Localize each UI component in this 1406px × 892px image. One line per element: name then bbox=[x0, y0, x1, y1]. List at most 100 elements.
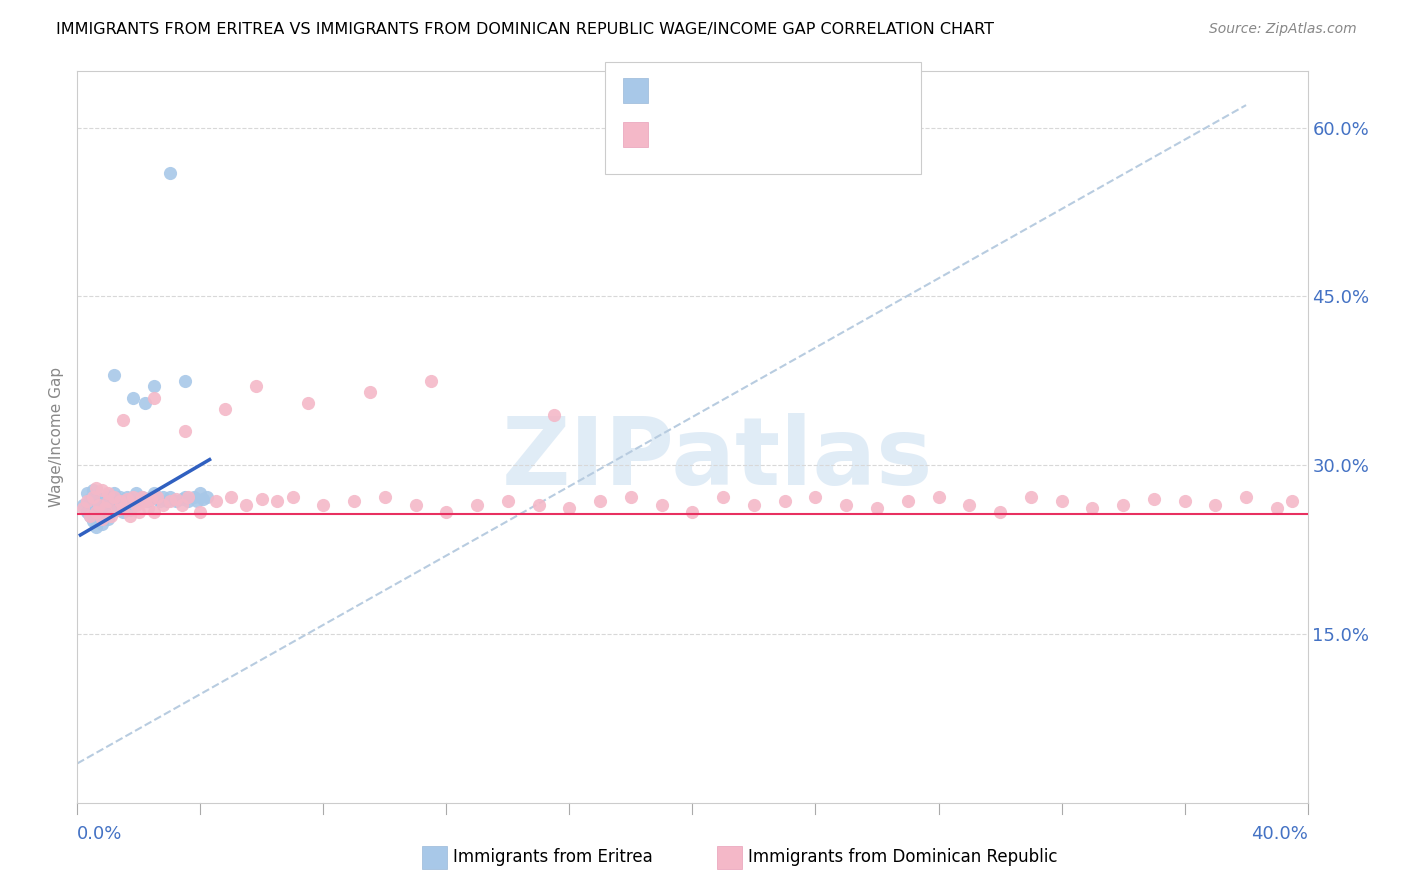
Point bbox=[177, 490, 200, 504]
Point bbox=[121, 490, 143, 504]
Point bbox=[174, 425, 197, 439]
Point bbox=[134, 491, 156, 506]
Point bbox=[112, 500, 135, 515]
Text: R =: R = bbox=[657, 81, 688, 99]
Point bbox=[76, 486, 98, 500]
Point bbox=[121, 391, 143, 405]
Point bbox=[183, 490, 205, 504]
Point bbox=[82, 494, 104, 508]
Point bbox=[682, 506, 704, 520]
Text: R =: R = bbox=[657, 126, 688, 144]
Y-axis label: Wage/Income Gap: Wage/Income Gap bbox=[49, 367, 65, 508]
Point bbox=[835, 498, 858, 512]
Point bbox=[170, 491, 193, 506]
Point bbox=[121, 494, 143, 508]
Point bbox=[214, 401, 236, 416]
Point bbox=[118, 508, 141, 523]
Point bbox=[742, 498, 765, 512]
Point bbox=[79, 500, 101, 515]
Point bbox=[281, 490, 304, 504]
Point bbox=[84, 506, 107, 520]
Point bbox=[143, 391, 166, 405]
Point bbox=[155, 494, 177, 508]
Point bbox=[97, 490, 120, 504]
Point bbox=[219, 490, 242, 504]
Text: ZIPatlas: ZIPatlas bbox=[502, 413, 932, 505]
Point bbox=[359, 385, 381, 400]
Point bbox=[773, 494, 796, 508]
Point bbox=[297, 396, 319, 410]
Point bbox=[82, 490, 104, 504]
Point bbox=[1234, 490, 1257, 504]
Point bbox=[558, 500, 581, 515]
Point bbox=[897, 494, 920, 508]
Point bbox=[128, 494, 150, 508]
Point bbox=[188, 486, 212, 500]
Point bbox=[343, 494, 366, 508]
Text: 0.0%: 0.0% bbox=[77, 825, 122, 843]
Point bbox=[146, 491, 169, 506]
Point bbox=[79, 508, 101, 523]
Point bbox=[82, 515, 104, 529]
Point bbox=[136, 494, 159, 508]
Point bbox=[1050, 494, 1073, 508]
Point bbox=[141, 491, 163, 506]
Point bbox=[177, 494, 200, 508]
Point bbox=[405, 498, 427, 512]
Point bbox=[266, 494, 288, 508]
Point bbox=[1019, 490, 1042, 504]
Point bbox=[195, 490, 218, 504]
Point bbox=[174, 490, 197, 504]
Point bbox=[115, 491, 138, 506]
Point bbox=[1204, 498, 1226, 512]
Point bbox=[159, 490, 181, 504]
Point bbox=[94, 500, 117, 515]
Point bbox=[131, 490, 153, 504]
Point bbox=[94, 494, 117, 508]
Point bbox=[103, 368, 125, 383]
Point bbox=[159, 166, 181, 180]
Point bbox=[193, 491, 215, 506]
Text: 0.237: 0.237 bbox=[693, 81, 747, 99]
Point bbox=[125, 486, 148, 500]
Point bbox=[112, 413, 135, 427]
Point bbox=[420, 374, 443, 388]
Point bbox=[103, 486, 125, 500]
Point bbox=[235, 498, 257, 512]
Text: Immigrants from Dominican Republic: Immigrants from Dominican Republic bbox=[748, 848, 1057, 866]
Point bbox=[146, 490, 169, 504]
Text: Source: ZipAtlas.com: Source: ZipAtlas.com bbox=[1209, 22, 1357, 37]
Point bbox=[131, 490, 153, 504]
Point bbox=[1265, 500, 1288, 515]
Point bbox=[84, 520, 107, 534]
Point bbox=[1081, 500, 1104, 515]
Text: 40.0%: 40.0% bbox=[1251, 825, 1308, 843]
Point bbox=[866, 500, 889, 515]
Point bbox=[170, 498, 193, 512]
Point bbox=[1281, 494, 1303, 508]
Point bbox=[988, 506, 1011, 520]
Point bbox=[128, 506, 150, 520]
Point bbox=[87, 508, 110, 523]
Point bbox=[115, 490, 138, 504]
Point bbox=[143, 486, 166, 500]
Point bbox=[543, 408, 565, 422]
Point bbox=[125, 498, 148, 512]
Point bbox=[97, 512, 120, 526]
Point bbox=[1112, 498, 1135, 512]
Point bbox=[100, 494, 122, 508]
Point bbox=[134, 396, 156, 410]
Point bbox=[76, 506, 98, 520]
Point bbox=[1174, 494, 1197, 508]
Point bbox=[141, 490, 163, 504]
Point bbox=[82, 483, 104, 497]
Point bbox=[250, 491, 273, 506]
Point bbox=[76, 494, 98, 508]
Point bbox=[165, 491, 187, 506]
Text: Immigrants from Eritrea: Immigrants from Eritrea bbox=[453, 848, 652, 866]
Point bbox=[152, 490, 174, 504]
Point bbox=[527, 498, 550, 512]
Point bbox=[103, 490, 125, 504]
Point bbox=[97, 486, 120, 500]
Point bbox=[90, 483, 114, 497]
